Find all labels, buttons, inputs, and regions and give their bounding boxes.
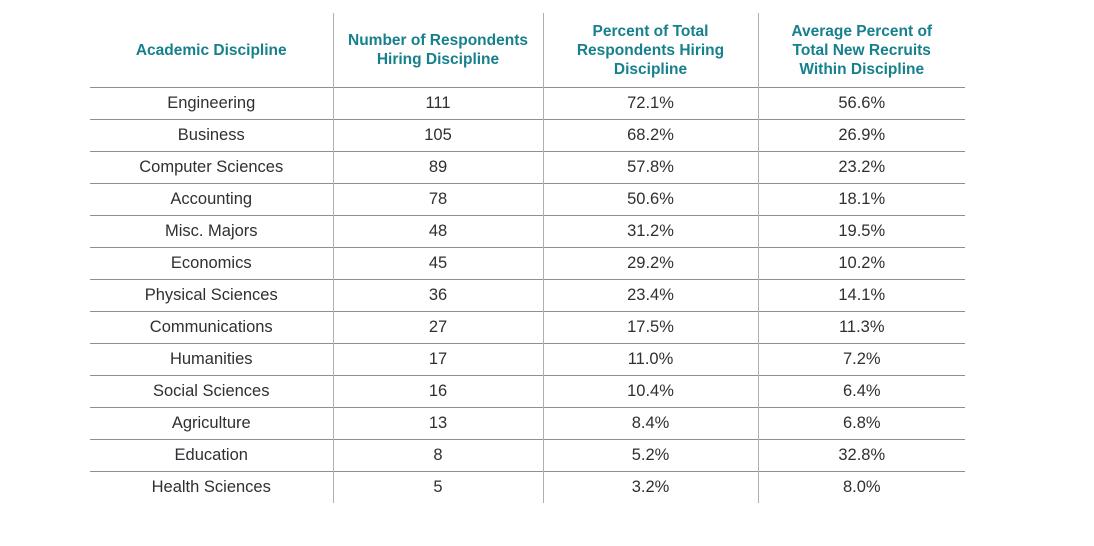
- percent-respondents-cell: 50.6%: [542, 183, 758, 216]
- respondents-count-cell: 36: [332, 279, 543, 312]
- table-row: Humanities 17 11.0% 7.2%: [90, 343, 965, 376]
- avg-percent-recruits-cell: 19.5%: [757, 215, 965, 248]
- discipline-cell: Education: [90, 439, 333, 472]
- table-header: Academic Discipline Number of Respondent…: [90, 13, 965, 88]
- academic-discipline-hiring-table: Academic Discipline Number of Respondent…: [90, 13, 965, 503]
- avg-percent-recruits-cell: 23.2%: [757, 151, 965, 184]
- respondents-count-cell: 78: [332, 183, 543, 216]
- discipline-cell: Economics: [90, 247, 333, 280]
- discipline-cell: Misc. Majors: [90, 215, 333, 248]
- avg-percent-recruits-cell: 10.2%: [757, 247, 965, 280]
- avg-percent-recruits-cell: 32.8%: [757, 439, 965, 472]
- avg-percent-recruits-cell: 26.9%: [757, 119, 965, 152]
- respondents-count-cell: 13: [332, 407, 543, 440]
- avg-percent-recruits-cell: 6.8%: [757, 407, 965, 440]
- percent-respondents-cell: 57.8%: [542, 151, 758, 184]
- percent-respondents-cell: 17.5%: [542, 311, 758, 344]
- respondents-count-cell: 89: [332, 151, 543, 184]
- column-header-academic-discipline: Academic Discipline: [135, 41, 287, 59]
- discipline-cell: Computer Sciences: [90, 151, 333, 184]
- discipline-cell: Communications: [90, 311, 333, 344]
- column-header-average-percent-new-recruits: Average Percent of Total New Recruits Wi…: [757, 13, 965, 88]
- table-row: Misc. Majors 48 31.2% 19.5%: [90, 215, 965, 248]
- percent-respondents-cell: 11.0%: [542, 343, 758, 376]
- percent-respondents-cell: 72.1%: [542, 87, 758, 120]
- header-row: Academic Discipline Number of Respondent…: [90, 13, 965, 88]
- avg-percent-recruits-cell: 7.2%: [757, 343, 965, 376]
- avg-percent-recruits-cell: 56.6%: [757, 87, 965, 120]
- respondents-count-cell: 16: [332, 375, 543, 408]
- percent-respondents-cell: 10.4%: [542, 375, 758, 408]
- percent-respondents-cell: 23.4%: [542, 279, 758, 312]
- discipline-cell: Social Sciences: [90, 375, 333, 408]
- respondents-count-cell: 105: [332, 119, 543, 152]
- table-row: Economics 45 29.2% 10.2%: [90, 247, 965, 280]
- respondents-count-cell: 27: [332, 311, 543, 344]
- respondents-count-cell: 45: [332, 247, 543, 280]
- avg-percent-recruits-cell: 8.0%: [757, 471, 965, 503]
- avg-percent-recruits-cell: 11.3%: [757, 311, 965, 344]
- discipline-cell: Physical Sciences: [90, 279, 333, 312]
- avg-percent-recruits-cell: 14.1%: [757, 279, 965, 312]
- percent-respondents-cell: 5.2%: [542, 439, 758, 472]
- table-row: Social Sciences 16 10.4% 6.4%: [90, 375, 965, 408]
- discipline-cell: Business: [90, 119, 333, 152]
- percent-respondents-cell: 8.4%: [542, 407, 758, 440]
- discipline-cell: Agriculture: [90, 407, 333, 440]
- respondents-count-cell: 17: [332, 343, 543, 376]
- table-row: Physical Sciences 36 23.4% 14.1%: [90, 279, 965, 312]
- percent-respondents-cell: 3.2%: [542, 471, 758, 503]
- percent-respondents-cell: 31.2%: [542, 215, 758, 248]
- percent-respondents-cell: 29.2%: [542, 247, 758, 280]
- respondents-count-cell: 8: [332, 439, 543, 472]
- avg-percent-recruits-cell: 18.1%: [757, 183, 965, 216]
- discipline-cell: Health Sciences: [90, 471, 333, 503]
- table-row: Agriculture 13 8.4% 6.8%: [90, 407, 965, 440]
- respondents-count-cell: 5: [332, 471, 543, 503]
- column-header-number-of-respondents: Number of Respondents Hiring Discipline: [332, 13, 543, 88]
- table-body: Engineering 111 72.1% 56.6% Business 105 68.2%…: [90, 87, 965, 503]
- discipline-cell: Humanities: [90, 343, 333, 376]
- percent-respondents-cell: 68.2%: [542, 119, 758, 152]
- discipline-cell: Accounting: [90, 183, 333, 216]
- table-row: Communications 27 17.5% 11.3%: [90, 311, 965, 344]
- table-row: Education 8 5.2% 32.8%: [90, 439, 965, 472]
- respondents-count-cell: 111: [332, 87, 543, 120]
- table-row: Health Sciences 5 3.2% 8.0%: [90, 471, 965, 503]
- discipline-cell: Engineering: [90, 87, 333, 120]
- table-row: Computer Sciences 89 57.8% 23.2%: [90, 151, 965, 184]
- column-header-percent-of-total-respondents: Percent of Total Respondents Hiring Disc…: [542, 13, 758, 88]
- avg-percent-recruits-cell: 6.4%: [757, 375, 965, 408]
- table-row: Business 105 68.2% 26.9%: [90, 119, 965, 152]
- table-row: Engineering 111 72.1% 56.6%: [90, 87, 965, 120]
- table-row: Accounting 78 50.6% 18.1%: [90, 183, 965, 216]
- respondents-count-cell: 48: [332, 215, 543, 248]
